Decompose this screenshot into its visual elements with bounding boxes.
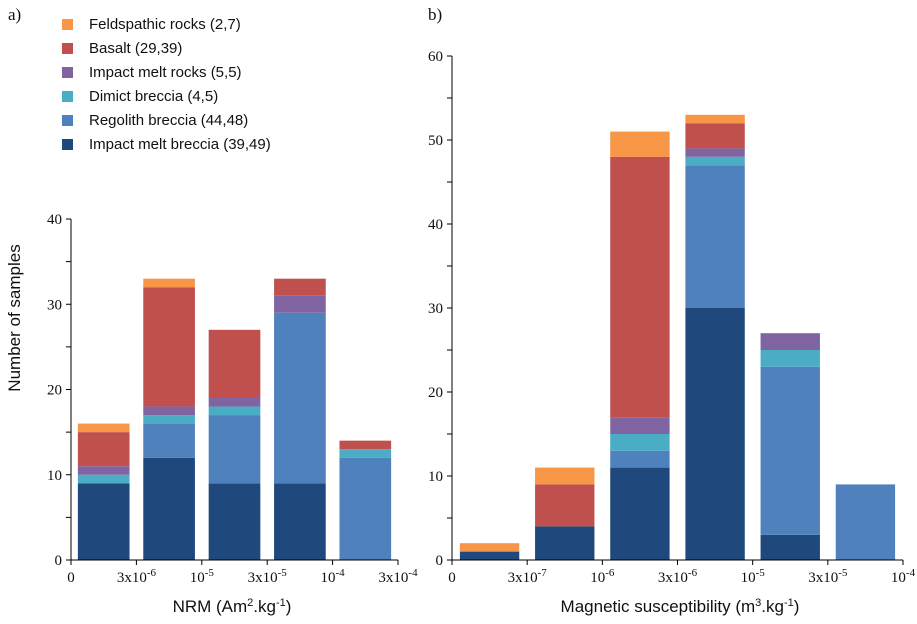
- x-axis-title: NRM (Am2.kg-1): [173, 597, 292, 616]
- y-tick-label: 10: [428, 469, 443, 485]
- y-tick-label: 40: [47, 212, 62, 228]
- bar-segment: [760, 333, 820, 350]
- bar-segment: [685, 123, 745, 149]
- y-tick-label: 20: [47, 383, 62, 399]
- x-tick-label: 0: [67, 570, 75, 586]
- bar-segment: [143, 457, 195, 560]
- bar-segment: [835, 484, 896, 560]
- x-tick-label: 10-6: [590, 567, 615, 586]
- y-tick-label: 0: [55, 553, 63, 569]
- x-tick-label: 3x10-5: [248, 567, 288, 586]
- legend-swatch: [62, 19, 73, 30]
- bar-segment: [685, 165, 745, 308]
- legend-label: Dimict breccia (4,5): [89, 88, 218, 105]
- y-tick-label: 10: [47, 468, 62, 484]
- x-tick-label: 3x10-7: [508, 567, 548, 586]
- bar-segment: [208, 329, 261, 399]
- bar-segment: [77, 483, 130, 560]
- bar-segment: [610, 156, 670, 418]
- panel-a-nrm-histogram: a) 0 10 20 30 40 0 3x10-6 10-5 3x10-5 10-4 3x10-4 NR…: [5, 5, 418, 616]
- bar-segment: [143, 406, 195, 416]
- bar-segment: [535, 526, 595, 560]
- x-axis-title: Magnetic susceptibility (m3.kg-1): [561, 597, 800, 616]
- x-tick-label: 10-4: [891, 567, 916, 586]
- y-tick-label: 30: [47, 297, 62, 313]
- bar-segment: [339, 449, 392, 458]
- bar-segment: [208, 398, 261, 407]
- bar-segment: [535, 467, 595, 485]
- bar-segment: [274, 483, 326, 560]
- bar-segment: [610, 450, 670, 468]
- x-tick-label: 3x10-6: [117, 567, 157, 586]
- bar-segment: [610, 417, 670, 434]
- bar-segment: [274, 295, 326, 313]
- bar-segment: [339, 457, 392, 560]
- y-tick-label: 50: [428, 133, 443, 149]
- legend-label: Feldspathic rocks (2,7): [89, 16, 241, 33]
- legend-swatch: [62, 67, 73, 78]
- bar-segment: [610, 467, 670, 560]
- x-tick-label: 10-5: [190, 567, 215, 586]
- bar-segment: [760, 350, 820, 367]
- legend-label: Basalt (29,39): [89, 40, 182, 57]
- bar-segment: [208, 406, 261, 416]
- bar-segment: [339, 440, 392, 450]
- bar-segment: [274, 278, 326, 296]
- panel-b-susceptibility-histogram: b) 0 10 20 30 40 50 60 0 3x10-7 10-6 3x10-6 10-5 3x10…: [428, 5, 916, 616]
- legend-label: Impact melt rocks (5,5): [89, 64, 242, 81]
- x-tick-label: 3x10-5: [808, 567, 848, 586]
- legend-swatch: [62, 91, 73, 102]
- legend-label: Regolith breccia (44,48): [89, 112, 248, 129]
- bar-segment: [760, 534, 820, 560]
- legend-label: Impact melt breccia (39,49): [89, 136, 271, 153]
- bar-segment: [535, 484, 595, 527]
- bar-segment: [77, 423, 130, 433]
- bar-segment: [610, 131, 670, 157]
- bar-segment: [760, 366, 820, 535]
- bar-segment: [459, 551, 520, 560]
- legend-swatch: [62, 139, 73, 150]
- x-tick-label: 10-5: [741, 567, 766, 586]
- bar-segment: [274, 312, 326, 484]
- bar-segment: [143, 287, 195, 407]
- bar-segment: [459, 543, 520, 552]
- bar-segment: [208, 415, 261, 484]
- y-axis-title: Number of samples: [5, 244, 24, 391]
- legend-swatch: [62, 43, 73, 54]
- bar-segment: [77, 474, 130, 484]
- y-tick-label: 60: [428, 49, 443, 65]
- x-tick-label: 10-4: [321, 567, 346, 586]
- legend: Feldspathic rocks (2,7) Basalt (29,39) Imp…: [62, 16, 271, 153]
- bar-segment: [143, 415, 195, 424]
- x-tick-label: 3x10-4: [378, 567, 418, 586]
- bar-segment: [77, 466, 130, 475]
- bar-segment: [685, 148, 745, 157]
- y-tick-label: 20: [428, 385, 443, 401]
- bar-segment: [208, 483, 261, 560]
- bar-segment: [685, 308, 745, 560]
- legend-swatch: [62, 115, 73, 126]
- bar-segment: [143, 278, 195, 288]
- y-tick-label: 40: [428, 217, 443, 233]
- panel-label: a): [8, 5, 21, 24]
- x-tick-label: 0: [448, 570, 456, 586]
- y-tick-label: 30: [428, 301, 443, 317]
- x-tick-label: 3x10-6: [658, 567, 698, 586]
- bar-segment: [610, 434, 670, 451]
- bar-segment: [143, 423, 195, 458]
- y-tick-label: 0: [436, 553, 444, 569]
- bar-segment: [685, 156, 745, 166]
- bar-segment: [685, 114, 745, 124]
- panel-label: b): [428, 5, 442, 24]
- bar-segment: [77, 432, 130, 467]
